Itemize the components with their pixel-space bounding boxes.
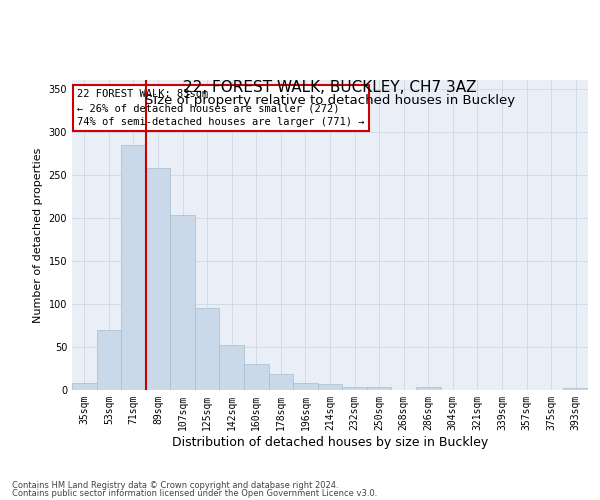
Bar bbox=[318, 384, 342, 390]
Text: 22 FOREST WALK: 83sqm
← 26% of detached houses are smaller (272)
74% of semi-det: 22 FOREST WALK: 83sqm ← 26% of detached … bbox=[77, 90, 365, 128]
Bar bbox=[367, 386, 391, 390]
Text: Contains public sector information licensed under the Open Government Licence v3: Contains public sector information licen… bbox=[12, 488, 377, 498]
Bar bbox=[269, 374, 293, 390]
Bar bbox=[195, 308, 220, 390]
Bar bbox=[97, 330, 121, 390]
Bar bbox=[170, 215, 195, 390]
X-axis label: Distribution of detached houses by size in Buckley: Distribution of detached houses by size … bbox=[172, 436, 488, 448]
Bar bbox=[293, 383, 318, 390]
Text: Contains HM Land Registry data © Crown copyright and database right 2024.: Contains HM Land Registry data © Crown c… bbox=[12, 481, 338, 490]
Bar bbox=[121, 144, 146, 390]
Text: 22, FOREST WALK, BUCKLEY, CH7 3AZ: 22, FOREST WALK, BUCKLEY, CH7 3AZ bbox=[183, 80, 477, 95]
Y-axis label: Number of detached properties: Number of detached properties bbox=[33, 148, 43, 322]
Bar bbox=[416, 386, 440, 390]
Bar bbox=[342, 386, 367, 390]
Bar bbox=[220, 345, 244, 390]
Bar bbox=[563, 388, 588, 390]
Bar bbox=[72, 383, 97, 390]
Bar bbox=[244, 364, 269, 390]
Bar bbox=[146, 168, 170, 390]
Text: Size of property relative to detached houses in Buckley: Size of property relative to detached ho… bbox=[145, 94, 515, 107]
